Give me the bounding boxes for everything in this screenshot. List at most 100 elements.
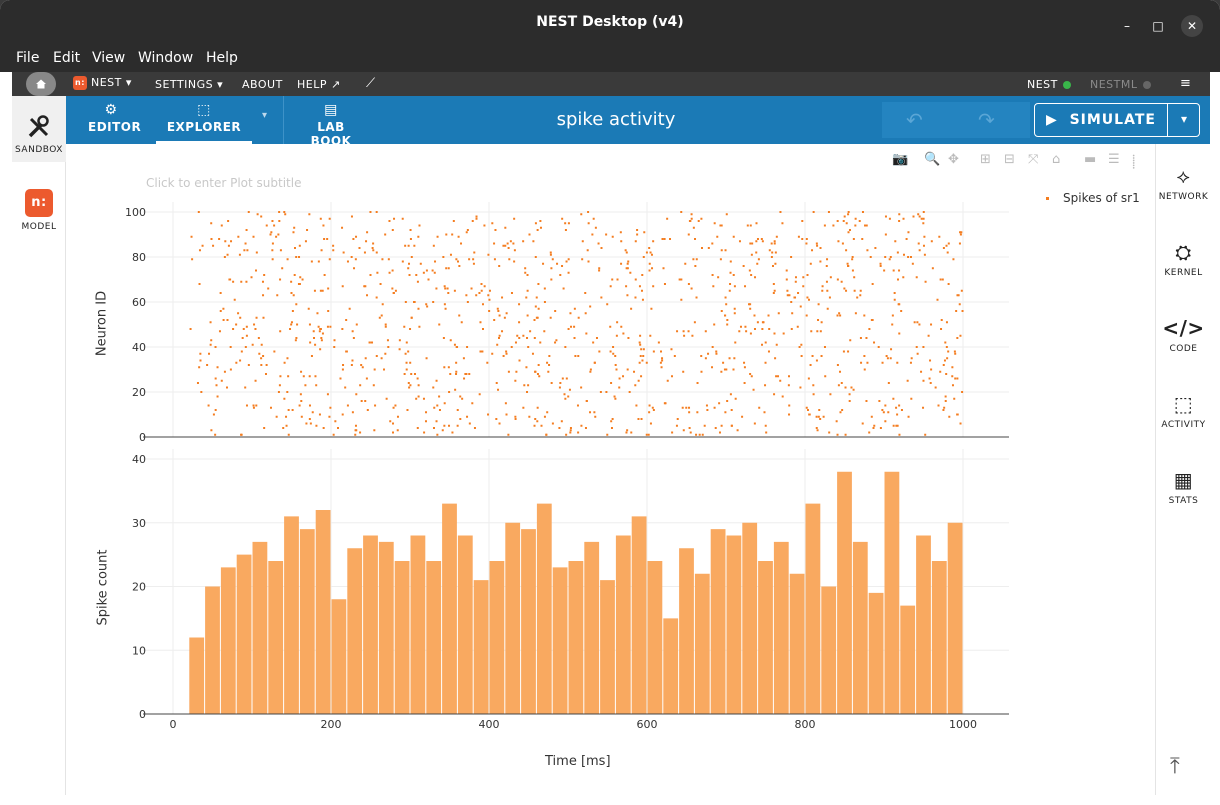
hover-closest-icon[interactable]: ▬	[1084, 152, 1097, 167]
nav-sandbox-label: SANDBOX	[15, 145, 63, 155]
nest-menu[interactable]: n: NEST ▾	[73, 76, 132, 90]
spike-point	[606, 433, 609, 436]
spike-point	[845, 289, 848, 292]
nav-kernel[interactable]: ⛭ KERNEL	[1156, 240, 1211, 278]
book-icon: ▤	[324, 102, 338, 118]
nestml-status-dot	[1142, 81, 1151, 89]
nav-network[interactable]: ⟡ NETWORK	[1156, 164, 1211, 202]
hover-compare-icon[interactable]: ☰	[1108, 152, 1120, 167]
spike-point	[350, 256, 353, 258]
spike-point	[625, 431, 628, 434]
spike-point	[930, 323, 933, 326]
pan-icon[interactable]: ✥	[948, 152, 959, 167]
spike-point	[491, 352, 494, 355]
spike-point	[716, 235, 719, 238]
spike-point	[915, 346, 918, 348]
menu-edit[interactable]: Edit	[53, 50, 81, 66]
spike-point	[317, 260, 320, 263]
x-tick-label: 600	[637, 718, 658, 731]
minimize-button[interactable]: –	[1124, 19, 1130, 33]
spike-point	[239, 316, 242, 319]
spike-point	[610, 420, 613, 423]
spike-point	[586, 249, 589, 252]
spike-point	[455, 346, 458, 348]
spike-point	[859, 289, 862, 292]
spike-point	[715, 350, 718, 353]
spike-point	[364, 400, 367, 402]
close-button[interactable]: ✕	[1181, 15, 1203, 37]
autoscale-icon[interactable]: ⤧	[1028, 152, 1039, 167]
spike-point	[448, 391, 451, 393]
spike-point	[481, 328, 484, 330]
nest-status[interactable]: NEST	[1027, 78, 1071, 91]
zoom-icon[interactable]: 🔍	[924, 152, 941, 167]
nav-stats[interactable]: ▦ STATS	[1156, 468, 1211, 506]
home-button[interactable]	[26, 72, 56, 96]
spike-point	[898, 220, 901, 222]
about-link[interactable]: ABOUT	[242, 78, 283, 91]
spike-point	[682, 429, 685, 432]
help-link[interactable]: HELP ↗	[297, 78, 341, 91]
spike-point	[320, 249, 323, 252]
scroll-top-icon[interactable]: ⤒	[1170, 754, 1180, 779]
reset-axes-icon[interactable]: ⌂	[1052, 152, 1061, 167]
redo-icon[interactable]: ↷	[978, 108, 995, 132]
tab-explorer[interactable]: ⬚ EXPLORER	[166, 102, 242, 134]
nav-activity[interactable]: ⬚ ACTIVITY	[1156, 392, 1211, 430]
menu-window[interactable]: Window	[138, 50, 194, 66]
spike-point	[393, 217, 396, 220]
spike-lines-icon[interactable]: ⸽	[1132, 155, 1136, 170]
spike-point	[244, 242, 247, 245]
project-title[interactable]: spike activity	[556, 109, 676, 130]
spike-point	[345, 350, 348, 353]
undo-icon[interactable]: ↶	[906, 108, 923, 132]
spike-point	[417, 384, 420, 387]
simulate-dropdown-icon[interactable]: ▾	[1180, 112, 1188, 126]
simulate-button[interactable]: ▶ SIMULATE ▾	[1034, 103, 1200, 137]
spike-point	[788, 404, 791, 407]
maximize-button[interactable]: □	[1152, 19, 1164, 33]
nestml-status[interactable]: NESTML	[1090, 78, 1151, 91]
theme-toggle-icon[interactable]: ⟋	[366, 76, 376, 91]
spike-point	[870, 319, 873, 321]
menu-file[interactable]: File	[16, 50, 40, 66]
menu-help[interactable]: Help	[206, 50, 238, 66]
collapse-menu-icon[interactable]: ≡	[1180, 76, 1192, 91]
spike-point	[436, 433, 439, 436]
tab-editor[interactable]: ⚙ EDITOR	[88, 102, 141, 134]
spike-point	[304, 384, 307, 387]
zoom-out-icon[interactable]: ⊟	[1004, 152, 1015, 167]
spike-point	[847, 265, 850, 267]
zoom-in-icon[interactable]: ⊞	[980, 152, 991, 167]
legend-item[interactable]: Spikes of sr1	[1046, 191, 1140, 205]
spike-point	[841, 242, 844, 245]
spike-point	[245, 404, 248, 407]
spike-point	[609, 285, 612, 288]
spike-point	[392, 292, 395, 294]
spike-point	[220, 379, 223, 382]
explorer-dropdown[interactable]: ▾	[262, 110, 268, 121]
spike-point	[364, 357, 367, 360]
spike-point	[273, 224, 276, 227]
histogram-bar	[868, 592, 884, 714]
spike-point	[866, 249, 869, 252]
nav-sandbox[interactable]: SANDBOX	[12, 96, 66, 162]
plot-subtitle[interactable]: Click to enter Plot subtitle	[146, 176, 302, 190]
spike-point	[507, 433, 510, 436]
camera-icon[interactable]: 📷	[892, 152, 909, 167]
tab-labbook[interactable]: ▤ LAB BOOK	[298, 102, 364, 148]
spike-point	[361, 366, 364, 369]
nav-model[interactable]: n: MODEL	[12, 186, 66, 236]
spike-point	[419, 262, 422, 265]
spike-point	[422, 271, 425, 274]
spike-point	[472, 262, 475, 265]
spike-point	[682, 370, 685, 373]
spike-point	[298, 244, 301, 247]
spike-point	[944, 400, 947, 402]
spike-point	[711, 242, 714, 245]
spike-point	[523, 384, 526, 387]
settings-menu[interactable]: SETTINGS ▾	[155, 78, 223, 91]
nav-code[interactable]: </> CODE	[1156, 316, 1211, 354]
nest-status-dot	[1062, 81, 1071, 89]
menu-view[interactable]: View	[92, 50, 126, 66]
